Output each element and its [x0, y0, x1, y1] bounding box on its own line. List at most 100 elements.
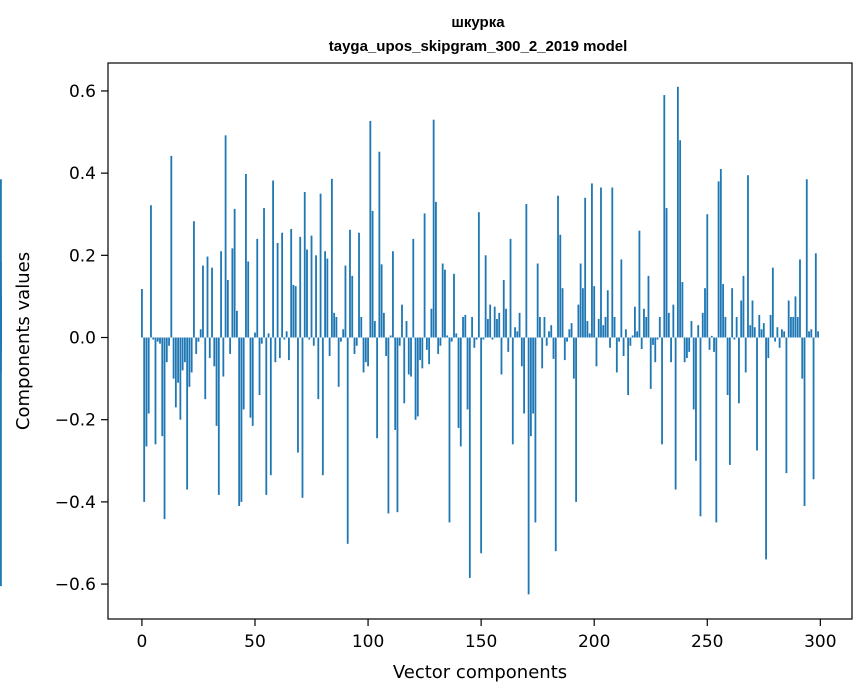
bar-18 [181, 337, 184, 371]
bar-131 [437, 337, 440, 354]
bar-41 [233, 208, 236, 338]
bar-216 [629, 337, 632, 346]
bar-224 [647, 275, 650, 338]
bar-220 [638, 230, 641, 338]
bar-167 [518, 312, 521, 338]
bar-51 [256, 238, 259, 338]
bar-91 [346, 337, 349, 544]
bar-247 [699, 337, 702, 517]
bar-259 [726, 337, 729, 396]
bar-243 [690, 321, 693, 338]
bar-281 [776, 327, 779, 338]
bar-292 [801, 337, 804, 379]
bar-217 [631, 335, 634, 338]
bar-227 [654, 337, 657, 363]
bar-279 [771, 267, 774, 338]
bar-196 [584, 197, 587, 338]
bar-149 [477, 212, 480, 338]
bar-179 [545, 337, 548, 346]
bar-226 [652, 337, 654, 345]
bar-76 [312, 337, 315, 346]
bar-273 [758, 314, 761, 338]
bar-112 [394, 337, 397, 430]
bar-125 [423, 213, 426, 338]
bar-297 [812, 337, 815, 480]
bar-152 [484, 255, 487, 338]
bar-240 [683, 337, 686, 363]
bar-218 [634, 306, 636, 338]
bar-199 [591, 183, 593, 338]
bar-187 [563, 337, 566, 361]
bar-137 [450, 337, 453, 342]
bar-43 [238, 337, 241, 506]
bar-193 [577, 304, 580, 338]
bar-230 [661, 337, 663, 445]
bar-77 [315, 255, 317, 338]
bar-60 [276, 242, 279, 338]
bar-272 [756, 337, 758, 451]
bar-17 [179, 337, 182, 420]
x-axis-ticks: 0 50 100 150 200 250 300 [137, 619, 837, 652]
bar-96 [358, 232, 360, 338]
bar-29 [206, 256, 209, 338]
bar-26 [199, 329, 202, 338]
bar-210 [615, 337, 618, 373]
bar-24 [195, 337, 198, 354]
bar-19 [183, 337, 186, 363]
bar-1 [143, 337, 146, 502]
bar-178 [543, 316, 546, 338]
bar-194 [579, 263, 582, 338]
bar-266 [742, 275, 745, 338]
bar-282 [778, 337, 781, 348]
bar-110 [389, 335, 392, 338]
bar-147 [473, 337, 476, 348]
bar-undefined [0, 337, 2, 587]
bar-176 [539, 316, 541, 338]
plot-area-frame [107, 62, 853, 620]
bar-122 [416, 337, 419, 417]
bar-241 [686, 337, 688, 359]
bar-63 [283, 337, 286, 340]
x-tick-label: 150 [465, 632, 497, 652]
bar-248 [701, 312, 704, 338]
bar-127 [428, 337, 431, 365]
bar-191 [572, 337, 575, 379]
bar-288 [792, 316, 795, 338]
bar-88 [340, 337, 342, 342]
bar-291 [799, 259, 801, 338]
bar-3 [147, 337, 150, 414]
bar-133 [441, 263, 444, 338]
bar-107 [382, 312, 385, 338]
bar-25 [197, 337, 200, 342]
y-tick-label: 0.2 [69, 246, 96, 266]
bar-180 [548, 331, 550, 338]
bar-211 [618, 337, 620, 342]
bar-98 [362, 337, 365, 373]
bar-103 [373, 321, 376, 338]
bar-128 [430, 308, 433, 338]
bar-165 [514, 327, 516, 338]
bar-7 [156, 337, 159, 342]
y-axis-ticks: −0.6 −0.4 −0.2 0.0 0.2 0.4 0.6 [55, 82, 108, 595]
bar-202 [597, 319, 600, 338]
bar-14 [172, 337, 175, 379]
bar-30 [208, 337, 211, 359]
bar-101 [369, 120, 372, 338]
bar-37 [224, 135, 227, 338]
bar-284 [783, 331, 786, 338]
bar-158 [498, 312, 501, 338]
bar-183 [554, 337, 557, 552]
bar-145 [468, 337, 471, 578]
bar-208 [611, 187, 614, 338]
bar-189 [568, 329, 571, 338]
bar-184 [557, 195, 559, 338]
bar-148 [475, 337, 478, 340]
bar-293 [803, 337, 806, 506]
bar-84 [330, 178, 333, 338]
bar-87 [337, 337, 340, 387]
bar-40 [231, 248, 234, 338]
bar-290 [796, 316, 799, 338]
bar-75 [310, 235, 313, 338]
bar-135 [446, 335, 449, 338]
